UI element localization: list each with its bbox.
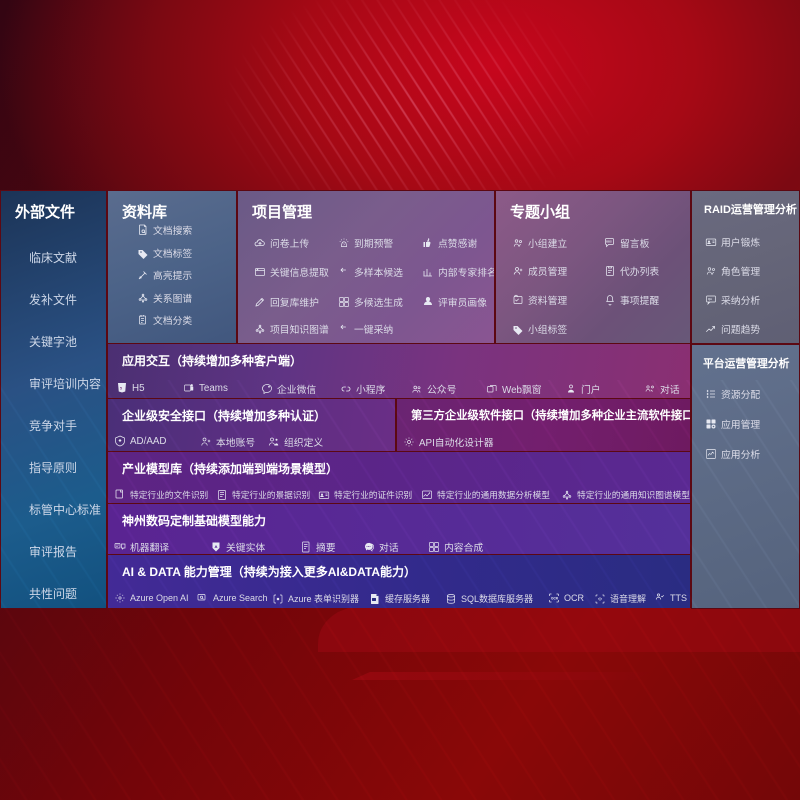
svg-text:BBS: BBS [606,240,612,244]
svg-text:QA: QA [708,297,712,301]
